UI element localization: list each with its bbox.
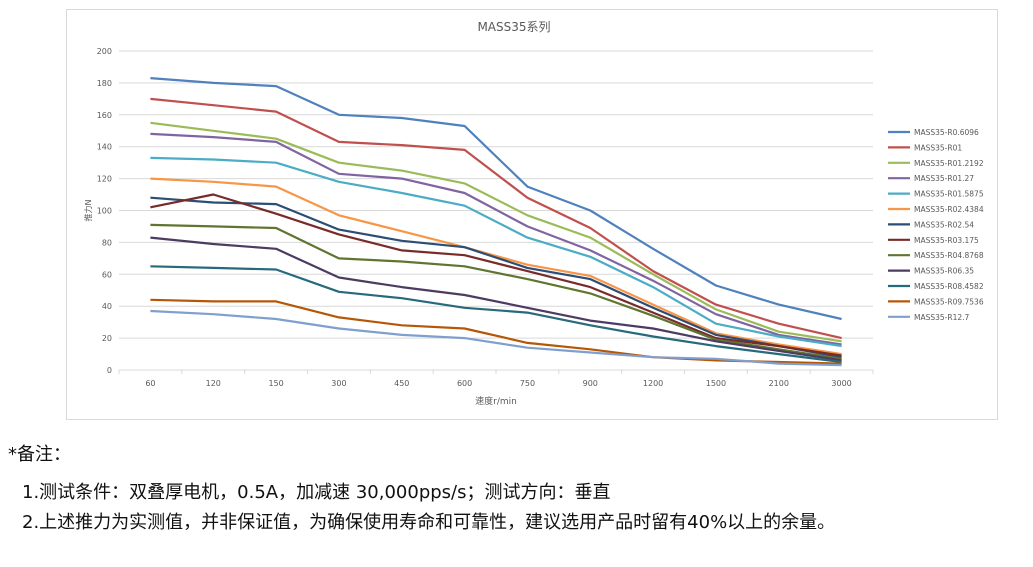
series-line [150, 236, 842, 362]
note-line-1: 1.测试条件：双叠厚电机，0.5A，加减速 30,000pps/s；测试方向：垂… [22, 482, 611, 503]
legend-label: MASS35-R01.2192 [914, 159, 984, 168]
x-tick-label: 750 [520, 379, 535, 388]
x-tick-label: 60 [145, 379, 155, 388]
x-tick-label: 300 [331, 379, 346, 388]
series-line [150, 121, 842, 343]
series-line [150, 193, 842, 357]
chart-title: MASS35系列 [477, 20, 550, 34]
y-tick-label: 140 [97, 143, 112, 152]
series-line [150, 265, 842, 364]
x-tick-label: 1500 [706, 379, 726, 388]
series-line [150, 132, 842, 346]
y-tick-label: 40 [102, 302, 112, 311]
series-line [150, 77, 842, 321]
legend-label: MASS35-R08.4582 [914, 282, 984, 291]
x-tick-label: 900 [583, 379, 598, 388]
legend-label: MASS35-R01.5875 [914, 190, 984, 199]
legend-label: MASS35-R02.54 [914, 220, 974, 229]
series-line [150, 97, 842, 340]
x-tick-label: 3000 [831, 379, 851, 388]
legend-label: MASS35-R12.7 [914, 313, 970, 322]
legend-label: MASS35-R0.6096 [914, 128, 979, 137]
notes-title: *备注： [8, 444, 71, 465]
legend-label: MASS35-R09.7536 [914, 297, 984, 306]
note-line-2: 2.上述推力为实测值，并非保证值，为确保使用寿命和可靠性，建议选用产品时留有40… [22, 512, 836, 533]
series-line [150, 196, 842, 359]
x-tick-label: 150 [268, 379, 283, 388]
y-tick-label: 180 [97, 79, 112, 88]
y-tick-label: 0 [107, 366, 112, 375]
y-tick-label: 120 [97, 175, 112, 184]
legend-label: MASS35-R01 [914, 143, 962, 152]
y-tick-label: 100 [97, 207, 112, 216]
y-tick-label: 20 [102, 334, 112, 343]
y-tick-label: 200 [97, 47, 112, 56]
x-tick-label: 450 [394, 379, 409, 388]
legend-label: MASS35-R01.27 [914, 174, 974, 183]
legend-label: MASS35-R03.175 [914, 236, 979, 245]
series-line [150, 177, 842, 356]
x-tick-label: 600 [457, 379, 472, 388]
series-line [150, 156, 842, 348]
x-tick-label: 2100 [769, 379, 789, 388]
legend-label: MASS35-R04.8768 [914, 251, 984, 260]
legend-label: MASS35-R06.35 [914, 267, 974, 276]
y-tick-label: 160 [97, 111, 112, 120]
y-tick-label: 60 [102, 270, 112, 279]
series-line [150, 309, 842, 367]
chart-frame: MASS35系列 0 20 40 60 80 100 120 140 160 180 200 60 120… [66, 9, 998, 420]
x-tick-label: 1200 [643, 379, 663, 388]
y-axis-label: 推力N [83, 199, 93, 221]
x-axis-label: 速度r/min [475, 395, 517, 407]
y-tick-label: 80 [102, 238, 112, 247]
series-line [150, 223, 842, 360]
x-tick-label: 120 [206, 379, 221, 388]
chart-svg: MASS35系列 0 20 40 60 80 100 120 140 160 180 200 60 120… [83, 20, 984, 407]
legend-label: MASS35-R02.4384 [914, 205, 984, 214]
